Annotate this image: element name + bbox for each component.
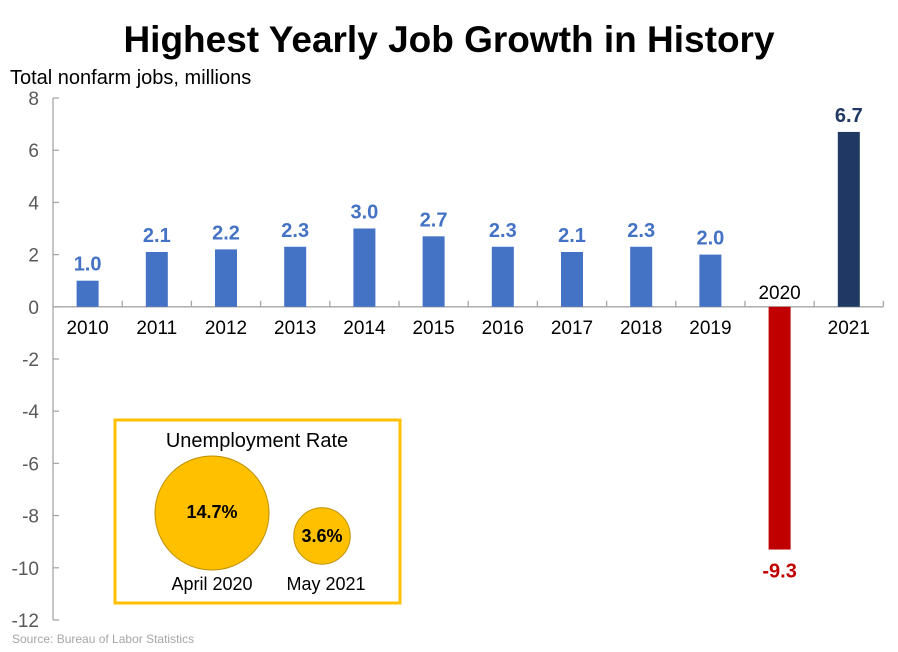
x-tick-label-2012: 2012 — [205, 318, 247, 339]
x-tick-label-2010: 2010 — [66, 318, 108, 339]
x-tick-label-2011: 2011 — [136, 318, 177, 339]
y-axis-label: Total nonfarm jobs, millions — [10, 67, 251, 89]
data-label-2011: 2.1 — [143, 225, 171, 247]
x-tick-label-2016: 2016 — [482, 318, 524, 339]
y-tick-label: 8 — [28, 89, 39, 110]
data-label-2013: 2.3 — [281, 220, 309, 242]
x-tick-label-2015: 2015 — [412, 318, 454, 339]
x-tick-label-2020: 2020 — [758, 283, 800, 304]
bar-2017 — [561, 251, 583, 307]
data-label-2014: 3.0 — [350, 202, 378, 224]
x-tick-label-2021: 2021 — [828, 318, 870, 339]
data-label-2012: 2.2 — [212, 222, 240, 244]
bar-2016 — [491, 246, 514, 307]
bar-2013 — [284, 246, 307, 307]
y-tick-label: -6 — [22, 454, 39, 475]
bubble-value-may-2021: 3.6% — [301, 526, 342, 546]
data-label-2017: 2.1 — [558, 225, 586, 247]
x-tick-label-2019: 2019 — [689, 318, 731, 339]
bars — [76, 131, 860, 550]
y-tick-label: 2 — [28, 246, 39, 267]
y-tick-label: -8 — [22, 507, 39, 528]
x-tick-label-2014: 2014 — [343, 318, 386, 339]
inset-title: Unemployment Rate — [166, 430, 348, 452]
data-label-2016: 2.3 — [489, 220, 517, 242]
x-tick-label-2013: 2013 — [274, 318, 316, 339]
y-tick-label: 0 — [28, 298, 39, 319]
bubble-april-2020 — [154, 455, 270, 571]
unemployment-inset: Unemployment Rate 14.7% 3.6% April 2020 … — [113, 418, 402, 605]
data-label-2019: 2.0 — [696, 228, 724, 250]
y-tick-label: -10 — [12, 559, 39, 580]
bubble-value-april-2020: 14.7% — [186, 502, 237, 522]
bar-2020 — [768, 306, 791, 550]
y-tick-label: -12 — [12, 611, 39, 632]
bubble-label-april-2020: April 2020 — [171, 574, 252, 594]
bubble-may-2021 — [293, 507, 351, 565]
x-tick-label-2017: 2017 — [551, 318, 593, 339]
x-tick-label-2018: 2018 — [620, 318, 662, 339]
bar-2018 — [630, 246, 653, 307]
bar-2021 — [837, 131, 860, 307]
bubble-label-may-2021: May 2021 — [286, 574, 365, 594]
bar-2014 — [353, 228, 376, 307]
data-label-2010: 1.0 — [74, 254, 102, 276]
data-label-2018: 2.3 — [627, 220, 655, 242]
bar-2011 — [145, 251, 168, 307]
chart-title: Highest Yearly Job Growth in History — [123, 19, 774, 60]
bar-2010 — [76, 280, 99, 307]
y-tick-label: 4 — [28, 193, 39, 214]
bar-2019 — [699, 254, 722, 307]
data-label-2021: 6.7 — [835, 105, 863, 127]
axes: 8 6 4 2 0 -2 -4 -6 -8 -10 -12 — [12, 89, 885, 632]
bar-2015 — [422, 236, 445, 307]
labels: 2010 1.0 2011 2.1 2012 2.2 2013 2.3 2014 3.0 2015 2… — [66, 105, 869, 583]
y-tick-label: -4 — [22, 402, 39, 423]
data-label-2015: 2.7 — [420, 209, 448, 231]
bar-2012 — [215, 249, 237, 307]
y-tick-label: -2 — [22, 350, 39, 371]
y-tick-label: 6 — [28, 141, 39, 162]
data-label-2020: -9.3 — [762, 561, 796, 583]
source-note: Source: Bureau of Labor Statistics — [12, 632, 194, 646]
